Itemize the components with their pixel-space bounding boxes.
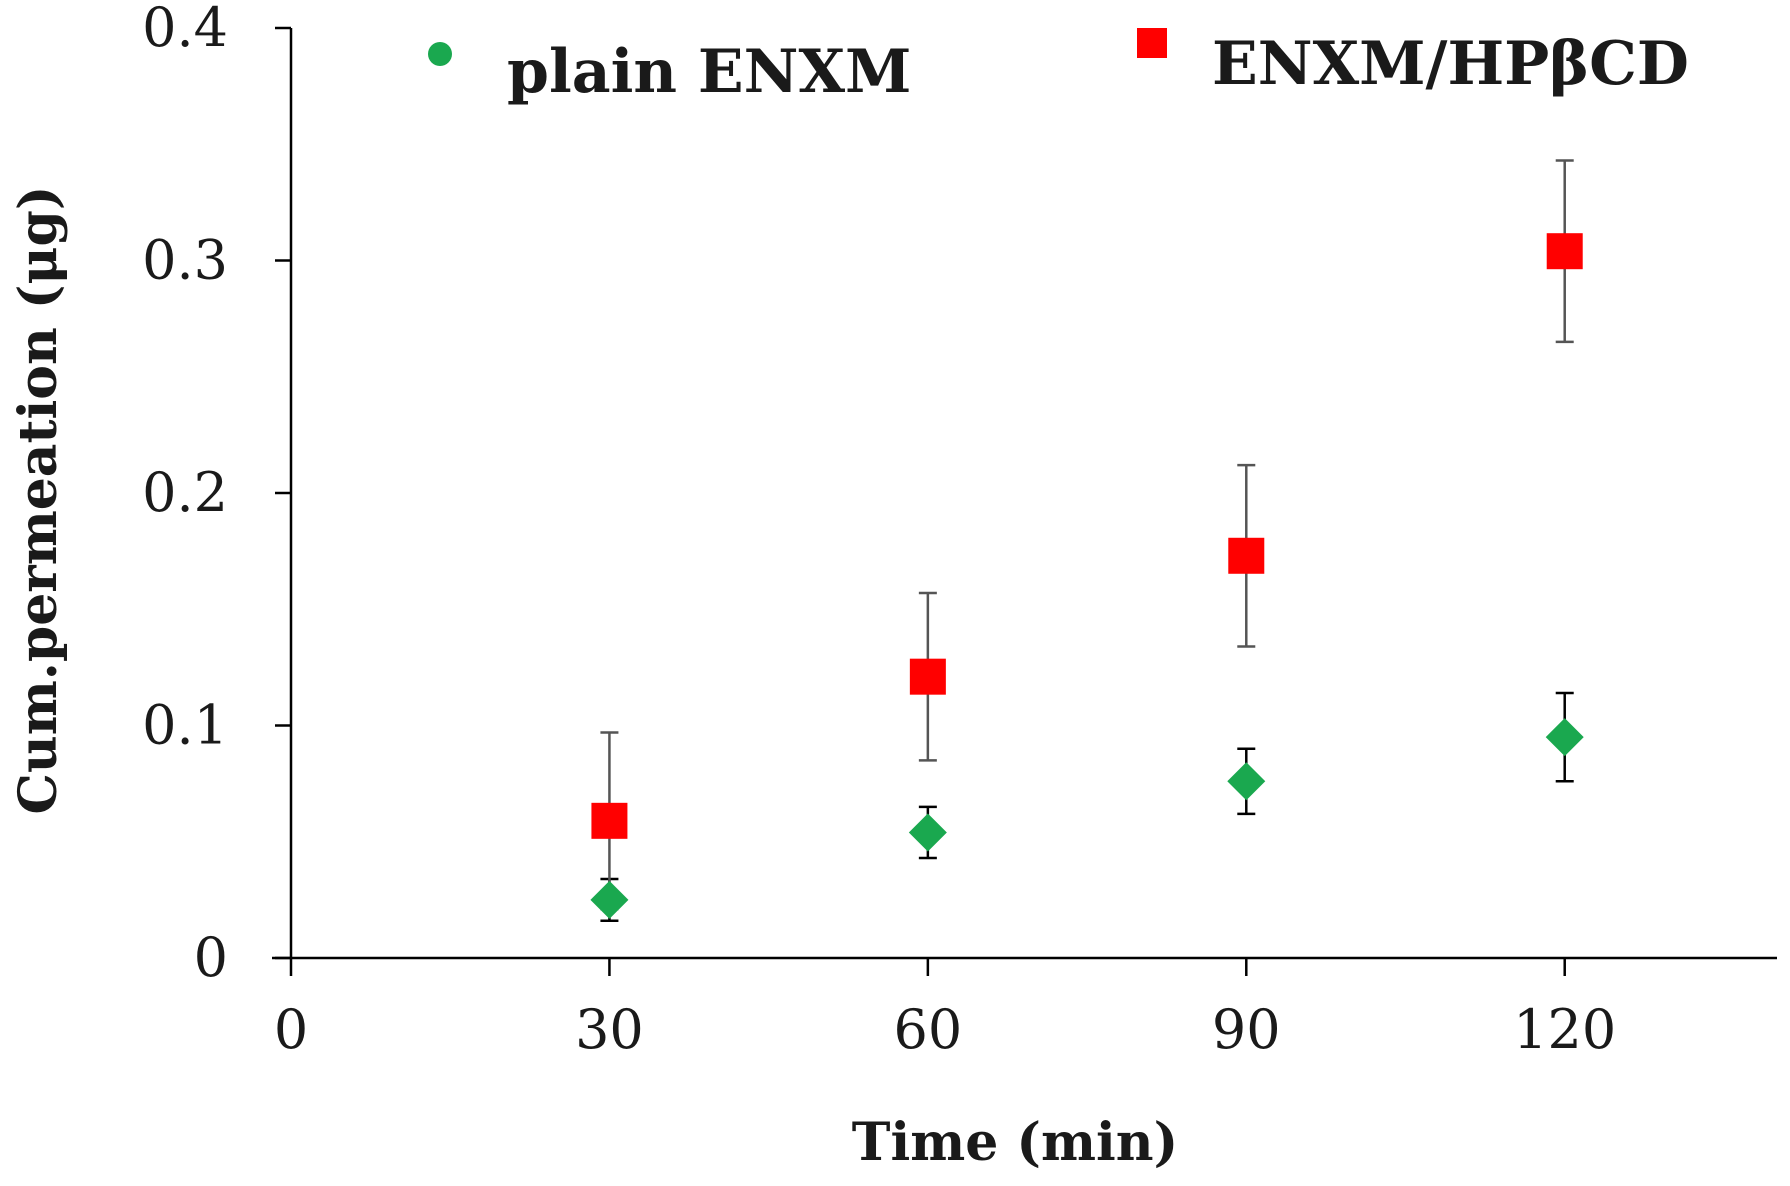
legend-label-enxm-hpbcd: ENXM/HPβCD (1212, 29, 1689, 99)
point-enxm-hp-cd-1 (909, 658, 946, 695)
y-tick-label-2: 0.2 (142, 461, 228, 524)
y-tick-label-0: 0 (194, 926, 228, 989)
point-enxm-hp-cd-2 (1228, 537, 1265, 574)
point-plain-enxm-1 (908, 813, 947, 852)
point-enxm-hp-cd-0 (591, 802, 628, 839)
error-bars (600, 159, 1574, 923)
markers (590, 233, 1584, 919)
point-plain-enxm-2 (1227, 762, 1266, 801)
point-enxm-hp-cd-3 (1546, 233, 1583, 270)
tick-labels: 0 0.1 0.2 0.3 0.4 0 30 60 90 120 (142, 0, 1616, 1061)
legend-marker-plain-enxm (428, 42, 452, 66)
x-tick-label-1: 30 (575, 998, 644, 1061)
x-tick-label-4: 120 (1513, 998, 1616, 1061)
x-tick-label-0: 0 (274, 998, 308, 1061)
point-plain-enxm-3 (1545, 718, 1584, 757)
ticks (275, 26, 1566, 976)
y-axis-title: Cum.permeation (μg) (8, 186, 69, 815)
y-tick-label-4: 0.4 (142, 0, 228, 59)
y-tick-label-3: 0.3 (142, 229, 228, 292)
x-tick-label-3: 90 (1212, 998, 1281, 1061)
axes (272, 28, 1777, 960)
x-axis-title: Time (min) (852, 1112, 1178, 1173)
point-plain-enxm-0 (590, 880, 629, 919)
legend: plain ENXM ENXM/HPβCD (428, 28, 1689, 107)
legend-label-plain-enxm: plain ENXM (507, 37, 911, 107)
x-tick-label-2: 60 (893, 998, 962, 1061)
y-tick-label-1: 0.1 (142, 694, 228, 757)
legend-marker-enxm-hpbcd (1137, 28, 1167, 58)
